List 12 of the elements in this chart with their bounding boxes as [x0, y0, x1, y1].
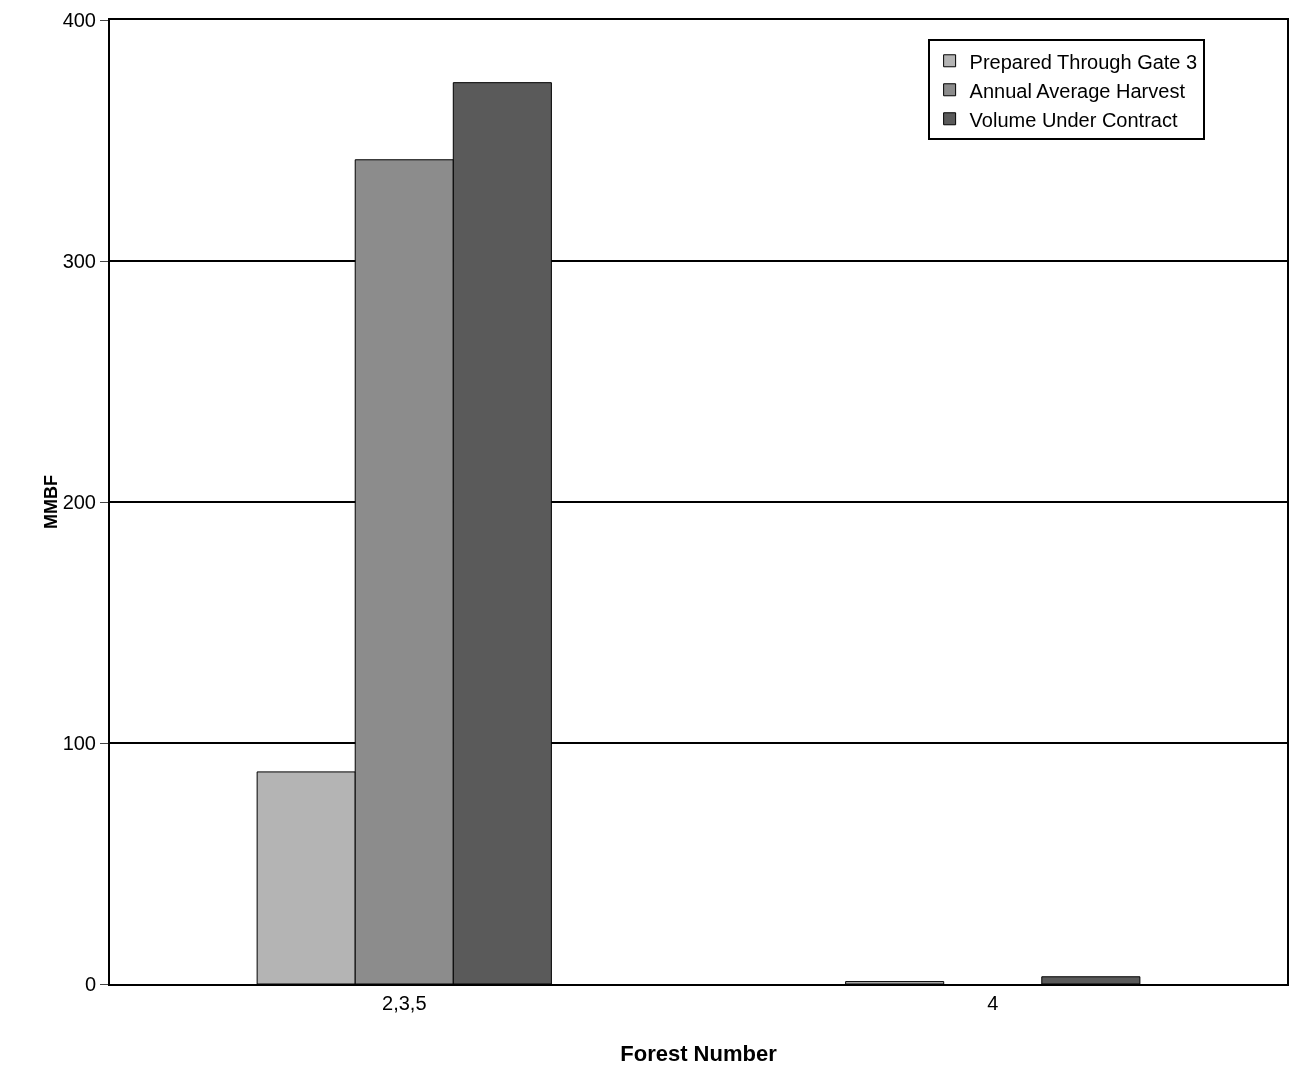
legend-label: Prepared Through Gate 3 — [969, 50, 1198, 73]
y-tick-label: 0 — [84, 973, 96, 995]
x-tick-label: 2,3,5 — [382, 992, 427, 1014]
y-tick-label: 400 — [62, 9, 96, 31]
y-axis-title: MMBF — [40, 475, 61, 529]
y-tick-label: 100 — [62, 732, 96, 754]
y-tick-label: 200 — [62, 491, 96, 513]
x-axis-title: Forest Number — [620, 1041, 778, 1066]
x-tick-label: 4 — [987, 992, 999, 1014]
y-tick-label: 300 — [62, 250, 96, 272]
legend-label: Annual Average Harvest — [969, 79, 1186, 102]
legend-label: Volume Under Contract — [969, 108, 1178, 131]
